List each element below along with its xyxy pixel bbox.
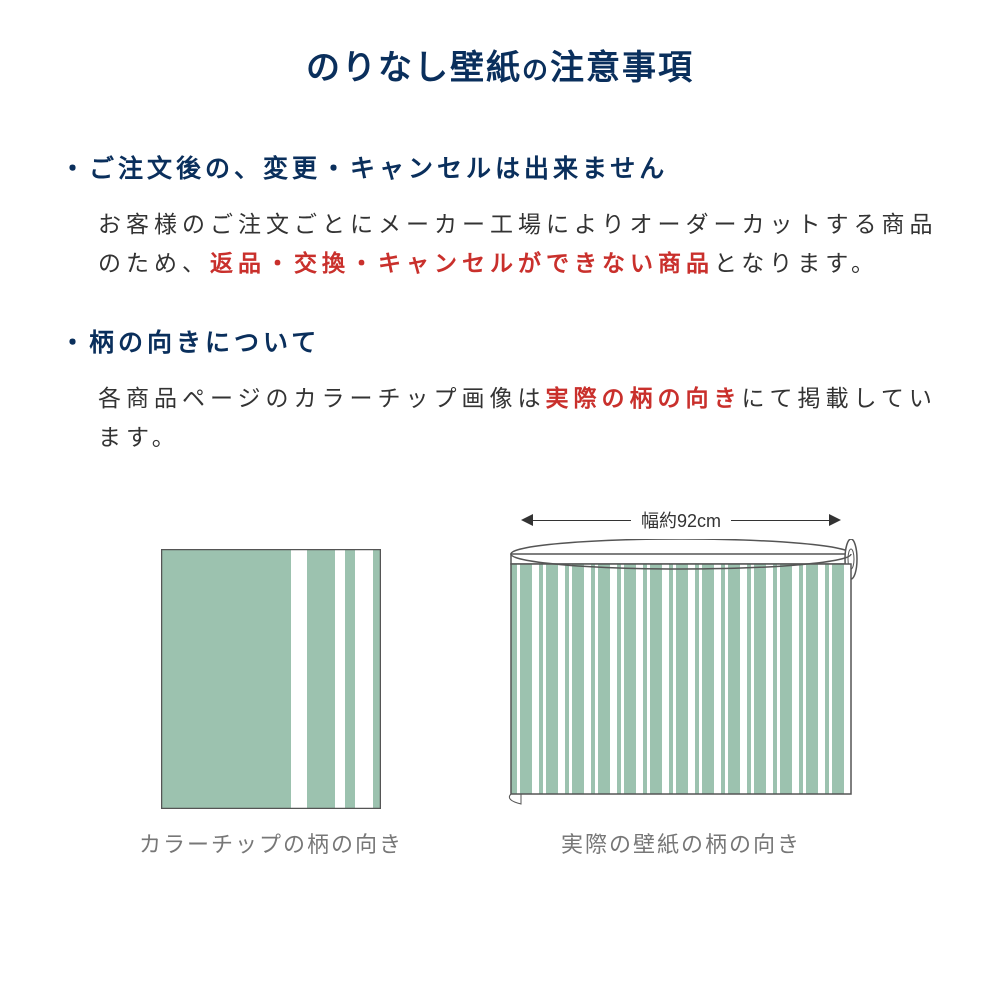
- arrow-line-left: [533, 520, 631, 521]
- width-label: 幅約92cm: [631, 507, 731, 533]
- arrow-right-icon: [829, 514, 841, 526]
- section2-body-highlight: 実際の柄の向き: [546, 385, 742, 411]
- title-part2: の: [522, 55, 550, 85]
- diagram-color-chip: カラーチップの柄の向き: [139, 511, 403, 859]
- diagram-left-svg-wrap: [161, 511, 381, 809]
- section1-heading: ・ご注文後の、変更・キャンセルは出来ません: [60, 149, 940, 185]
- arrow-line-right: [731, 520, 829, 521]
- diagrams-row: カラーチップの柄の向き 幅約92cm 実際の壁紙の柄の向き: [60, 507, 940, 859]
- diagram-right-caption: 実際の壁紙の柄の向き: [561, 827, 801, 859]
- section-pattern-direction: ・柄の向きについて 各商品ページのカラーチップ画像は実際の柄の向きにて掲載してい…: [60, 323, 940, 457]
- section1-body: お客様のご注文ごとにメーカー工場によりオーダーカットする商品のため、返品・交換・…: [98, 205, 940, 283]
- title-part1: のりなし壁紙: [306, 49, 522, 87]
- diagram-right-svg-wrap: 幅約92cm: [501, 507, 861, 809]
- diagram-wallpaper-roll: 幅約92cm 実際の壁紙の柄の向き: [501, 507, 861, 859]
- section2-body: 各商品ページのカラーチップ画像は実際の柄の向きにて掲載しています。: [98, 379, 940, 457]
- width-arrow: 幅約92cm: [521, 507, 841, 533]
- title-part3: 注意事項: [550, 49, 694, 87]
- arrow-left-icon: [521, 514, 533, 526]
- section2-body-before: 各商品ページのカラーチップ画像は: [98, 385, 546, 411]
- diagram-left-caption: カラーチップの柄の向き: [139, 827, 403, 859]
- page-title: のりなし壁紙の注意事項: [60, 40, 940, 89]
- section-cancellation: ・ご注文後の、変更・キャンセルは出来ません お客様のご注文ごとにメーカー工場によ…: [60, 149, 940, 283]
- wallpaper-roll-illustration: [501, 539, 861, 809]
- section2-heading: ・柄の向きについて: [60, 323, 940, 359]
- section1-body-after: となります。: [714, 250, 879, 276]
- color-chip-illustration: [161, 549, 381, 809]
- section1-body-highlight: 返品・交換・キャンセルができない商品: [210, 250, 714, 276]
